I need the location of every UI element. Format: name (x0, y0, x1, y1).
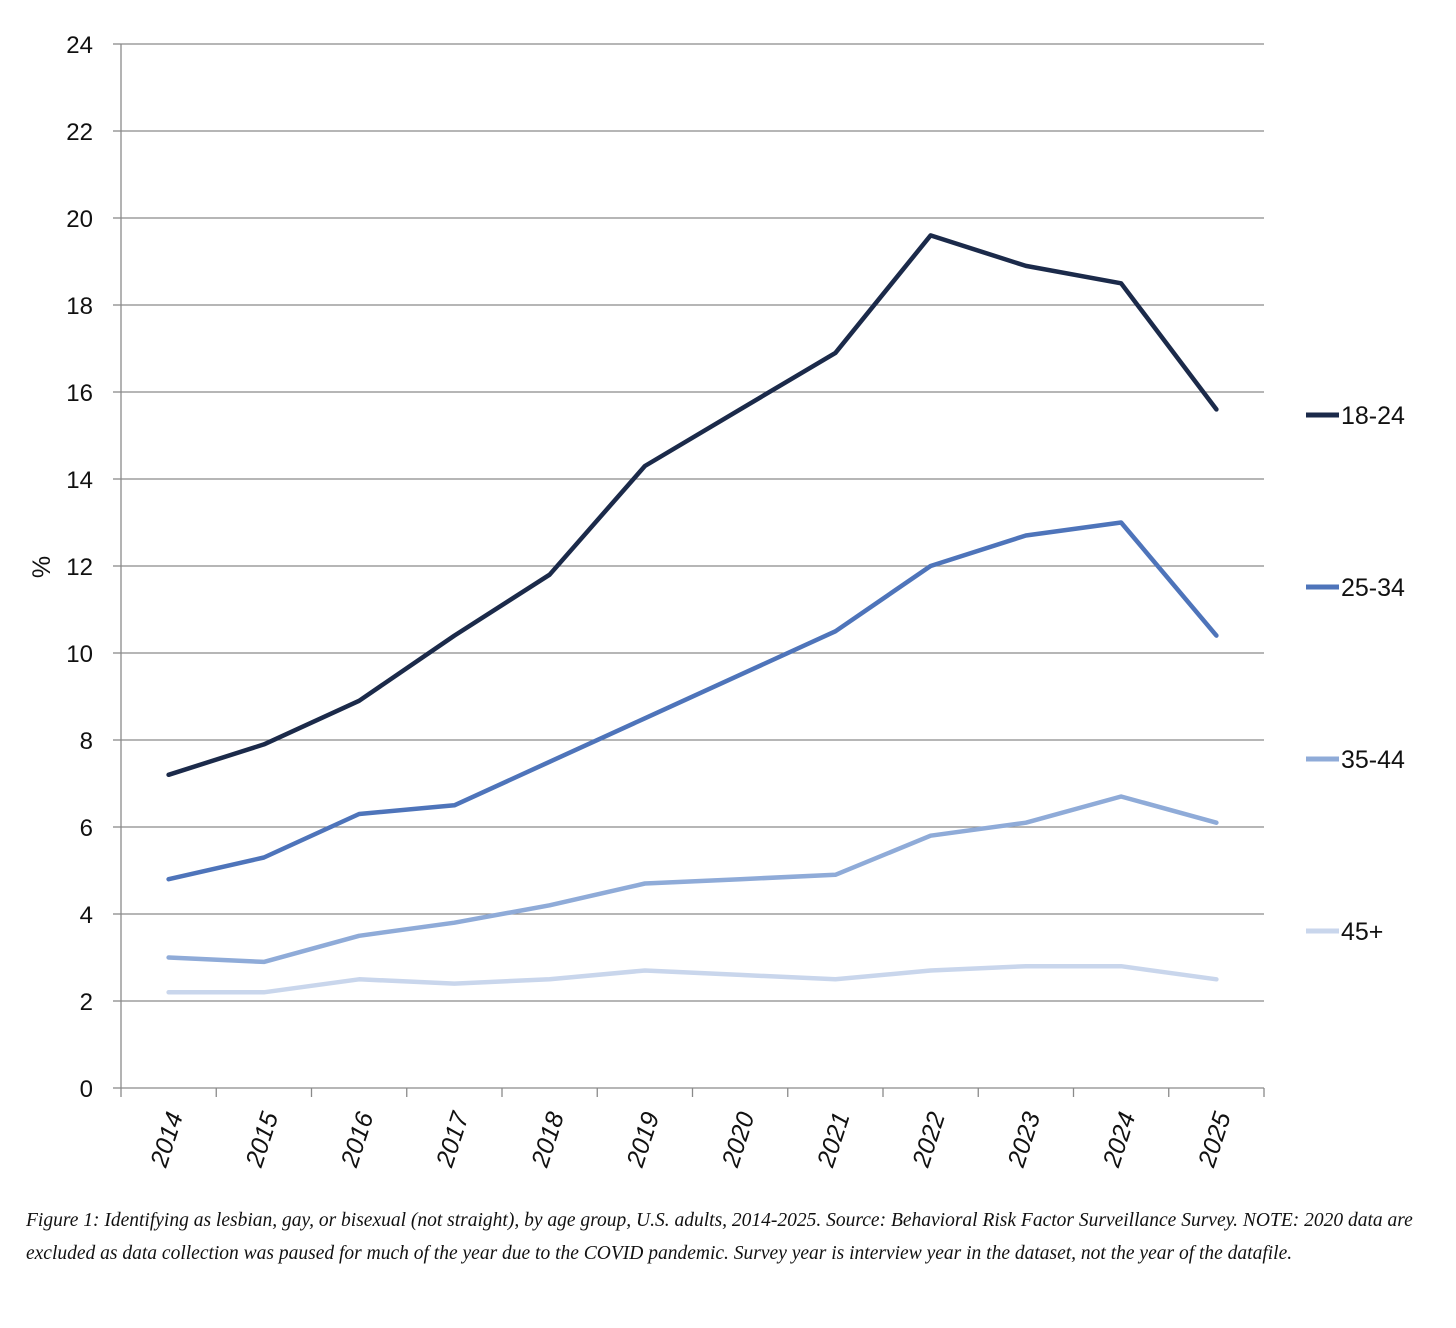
y-tick-label: 16 (66, 380, 93, 407)
x-tick-label: 2022 (907, 1109, 951, 1172)
series-lines (166, 233, 1219, 995)
y-tick-label: 20 (66, 206, 93, 233)
y-tick-label: 10 (66, 641, 93, 668)
x-tick-label: 2024 (1097, 1109, 1141, 1172)
series-line-18-24 (166, 233, 1219, 778)
series-line-45+ (166, 963, 1219, 995)
x-tick-label: 2015 (240, 1109, 284, 1172)
legend-label: 18-24 (1341, 402, 1405, 430)
legend-label: 45+ (1341, 918, 1383, 946)
y-tick-label: 8 (80, 728, 93, 755)
legend: 18-24 25-34 35-44 45+ (1306, 402, 1405, 946)
x-tick-label: 2019 (621, 1109, 665, 1172)
y-tick-label: 24 (66, 32, 93, 59)
x-tick-label: 2016 (335, 1109, 379, 1172)
x-tick-label: 2025 (1193, 1109, 1237, 1172)
figure-caption: Figure 1: Identifying as lesbian, gay, o… (26, 1210, 1413, 1264)
x-tick-label: 2020 (716, 1109, 760, 1172)
legend-label: 25-34 (1341, 574, 1405, 602)
x-tick-label: 2014 (145, 1109, 189, 1172)
x-tick-label: 2017 (431, 1108, 475, 1172)
y-tick-label: 12 (66, 554, 93, 581)
y-tick-label: 0 (80, 1076, 93, 1103)
x-tick-label: 2021 (812, 1109, 856, 1172)
y-tick-label: 18 (66, 293, 93, 320)
series-line-35-44 (166, 794, 1219, 965)
y-axis-label: % (28, 556, 56, 578)
y-tick-label: 4 (80, 902, 93, 929)
y-tick-label: 14 (66, 467, 93, 494)
x-tick-label: 2023 (1002, 1109, 1046, 1172)
y-tick-label: 22 (66, 119, 93, 146)
gridlines (121, 43, 1264, 1002)
y-tick-label: 6 (80, 815, 93, 842)
legend-label: 35-44 (1341, 746, 1405, 774)
series-line-25-34 (166, 520, 1219, 882)
y-tick-label: 2 (80, 989, 93, 1016)
x-tick-label: 2018 (526, 1109, 570, 1172)
